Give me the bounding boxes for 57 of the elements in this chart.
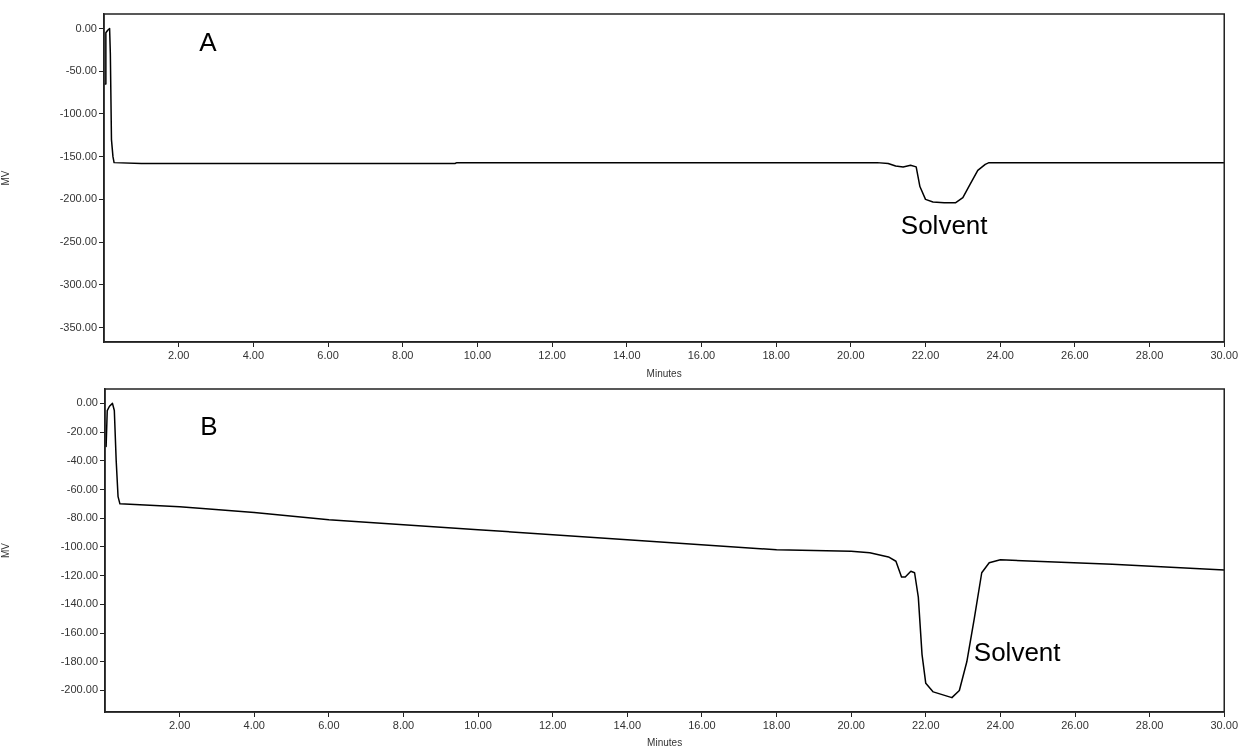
x-tick-label: 6.00 bbox=[317, 348, 339, 361]
y-tick-label: -150.00 bbox=[59, 149, 97, 162]
x-tick-label: 28.00 bbox=[1135, 718, 1164, 731]
x-tick-label: 26.00 bbox=[1061, 718, 1089, 731]
x-tick-label: 18.00 bbox=[762, 718, 791, 731]
x-tick-label: 10.00 bbox=[463, 348, 492, 361]
y-tick-label: -50.00 bbox=[65, 64, 97, 77]
x-tick-label: 4.00 bbox=[243, 718, 265, 731]
y-tick-label: -100.00 bbox=[60, 539, 98, 552]
x-tick-label: 16.00 bbox=[688, 718, 716, 731]
x-tick-label: 22.00 bbox=[912, 718, 940, 731]
y-tick-label: -160.00 bbox=[60, 626, 98, 639]
y-tick-label: -250.00 bbox=[59, 235, 97, 248]
x-tick-label: 26.00 bbox=[1061, 348, 1089, 361]
y-tick-label: -180.00 bbox=[60, 654, 98, 667]
annotation: Solvent bbox=[900, 210, 989, 241]
x-tick-label: 4.00 bbox=[242, 348, 265, 361]
y-tick-label: -200.00 bbox=[60, 683, 98, 696]
x-axis-title: Minutes bbox=[646, 367, 682, 379]
y-tick-label: 0.00 bbox=[75, 21, 97, 34]
x-tick-label: 12.00 bbox=[538, 348, 566, 361]
x-tick-label: 30.00 bbox=[1210, 348, 1238, 361]
y-tick-label: -200.00 bbox=[59, 192, 97, 205]
y-tick-label: 0.00 bbox=[76, 396, 98, 409]
annotation: Solvent bbox=[973, 637, 1062, 668]
x-axis-title: Minutes bbox=[647, 736, 683, 748]
y-tick-label: -120.00 bbox=[60, 568, 98, 581]
annotation: A bbox=[199, 26, 218, 57]
x-tick-label: 14.00 bbox=[613, 718, 642, 731]
y-axis-title: MV bbox=[0, 542, 11, 558]
annotation: B bbox=[200, 410, 218, 441]
x-tick-label: 18.00 bbox=[762, 348, 790, 361]
x-tick-label: 12.00 bbox=[538, 718, 567, 731]
x-tick-label: 22.00 bbox=[911, 348, 940, 361]
x-tick-label: 28.00 bbox=[1135, 348, 1164, 361]
x-tick-label: 24.00 bbox=[986, 718, 1015, 731]
x-tick-label: 2.00 bbox=[168, 718, 191, 731]
y-tick-label: -80.00 bbox=[66, 511, 98, 524]
y-tick-label: -350.00 bbox=[59, 320, 97, 333]
y-axis-title: MV bbox=[0, 170, 11, 186]
x-tick-label: 6.00 bbox=[318, 718, 340, 731]
x-tick-label: 30.00 bbox=[1210, 718, 1238, 731]
y-tick-label: -40.00 bbox=[66, 453, 98, 466]
x-tick-label: 16.00 bbox=[687, 348, 716, 361]
x-tick-label: 8.00 bbox=[392, 348, 414, 361]
x-tick-label: 20.00 bbox=[837, 348, 865, 361]
y-tick-label: -300.00 bbox=[59, 277, 97, 290]
x-tick-label: 2.00 bbox=[167, 348, 190, 361]
x-tick-label: 20.00 bbox=[837, 718, 865, 731]
y-tick-label: -140.00 bbox=[60, 597, 98, 610]
y-tick-label: -60.00 bbox=[66, 482, 98, 495]
y-tick-label: -20.00 bbox=[66, 425, 98, 438]
x-tick-label: 10.00 bbox=[464, 718, 492, 731]
x-tick-label: 14.00 bbox=[613, 348, 641, 361]
y-tick-label: -100.00 bbox=[59, 106, 97, 119]
x-tick-label: 24.00 bbox=[986, 348, 1014, 361]
x-tick-label: 8.00 bbox=[392, 718, 415, 731]
